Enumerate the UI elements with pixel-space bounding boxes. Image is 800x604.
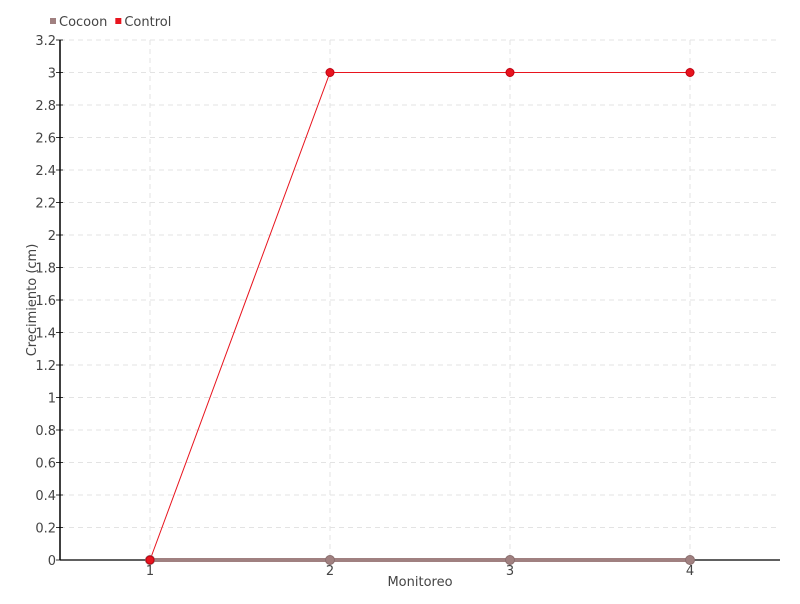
legend-swatch-control bbox=[115, 18, 122, 24]
x-tick-label: 4 bbox=[686, 564, 694, 579]
axes: 0 0.2 0.4 0.6 0.8 1 1.2 1.4 1.6 1.8 2 2.2 2.4 2.6 2.8 3… bbox=[35, 34, 780, 579]
y-tick-label: 0.8 bbox=[35, 424, 56, 439]
legend: Cocoon Control bbox=[50, 15, 171, 30]
y-tick-label: 1.4 bbox=[35, 327, 56, 342]
legend-label-cocoon: Cocoon bbox=[59, 15, 107, 30]
y-tick-label: 1.2 bbox=[35, 359, 56, 374]
y-tick-label: 2 bbox=[48, 229, 56, 244]
y-tick-label: 1.8 bbox=[35, 262, 56, 277]
y-tick-label: 1.6 bbox=[35, 294, 56, 309]
data-point-control bbox=[145, 555, 155, 565]
x-tick-label: 2 bbox=[326, 564, 334, 579]
y-tick-label: 3 bbox=[48, 67, 56, 82]
y-tick-label: 0.4 bbox=[35, 489, 56, 504]
y-tick-label: 2.6 bbox=[35, 132, 56, 147]
y-tick-label: 2.8 bbox=[35, 99, 56, 114]
data-point-cocoon bbox=[505, 555, 515, 565]
data-point-control bbox=[505, 68, 515, 77]
x-axis-label: Monitoreo bbox=[387, 575, 452, 590]
y-tick-label: 3.2 bbox=[35, 34, 56, 49]
series bbox=[145, 68, 695, 565]
y-tick-label: 0 bbox=[48, 554, 56, 569]
x-tick-label: 1 bbox=[146, 564, 154, 579]
x-tick-label: 3 bbox=[506, 564, 514, 579]
y-tick-label: 2.2 bbox=[35, 197, 56, 212]
data-point-cocoon bbox=[685, 555, 695, 565]
data-point-control bbox=[685, 68, 695, 77]
y-tick-label: 2.4 bbox=[35, 164, 56, 179]
y-tick-label: 1 bbox=[48, 392, 56, 407]
grid bbox=[60, 39, 780, 560]
y-tick-label: 0.2 bbox=[35, 522, 56, 537]
data-point-cocoon bbox=[325, 555, 335, 565]
legend-label-control: Control bbox=[124, 15, 171, 30]
y-tick-label: 0.6 bbox=[35, 457, 56, 472]
legend-swatch-cocoon bbox=[50, 18, 56, 24]
data-point-control bbox=[325, 68, 335, 77]
series-line-control bbox=[149, 72, 690, 561]
y-axis-label: Crecimiento (cm) bbox=[25, 244, 40, 357]
